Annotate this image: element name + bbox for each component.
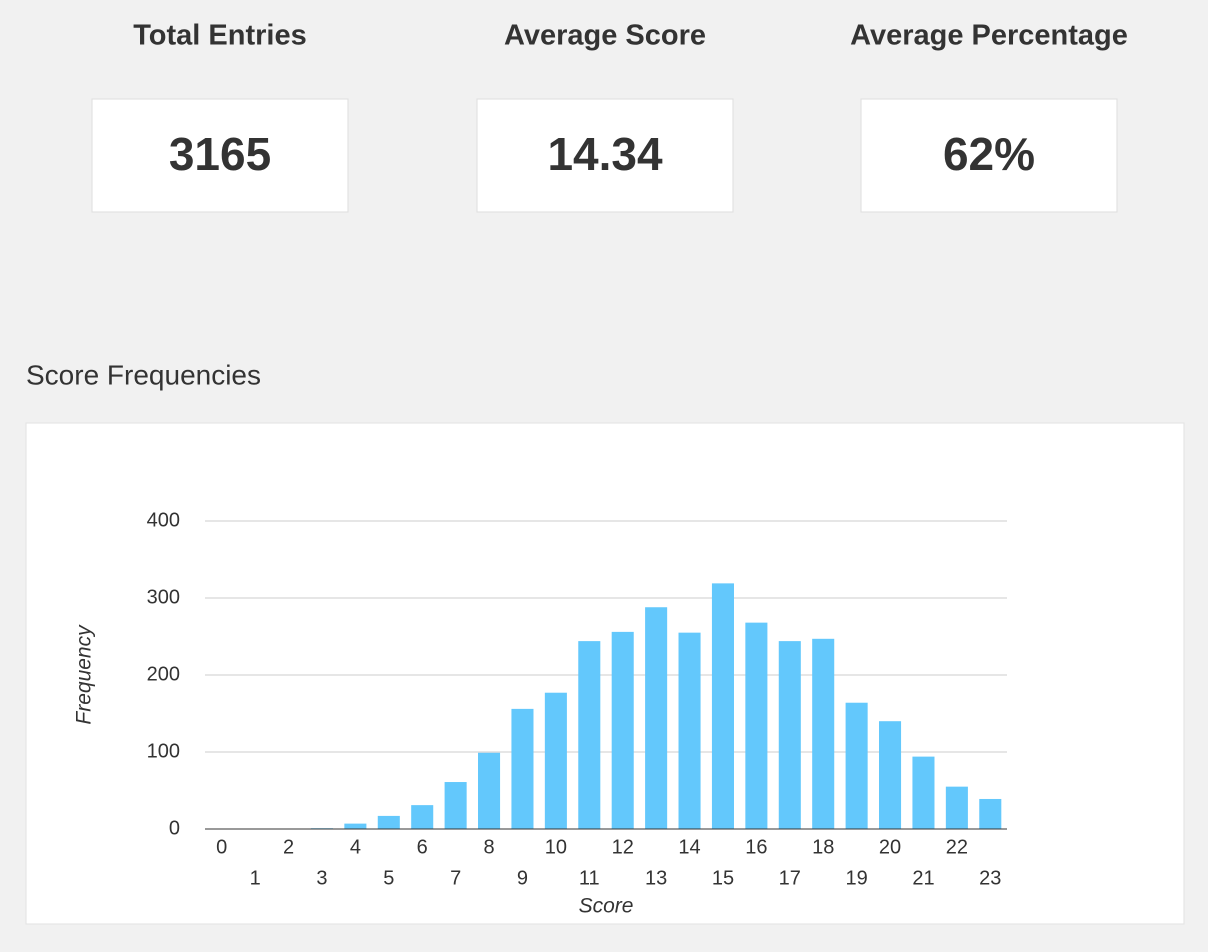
- bar: [778, 641, 801, 829]
- x-tick-label: 7: [450, 867, 461, 889]
- stat-label: Total Entries: [133, 20, 307, 52]
- x-axis-label: Score: [579, 895, 634, 918]
- x-tick-label: 2: [283, 836, 294, 858]
- y-tick-label: 0: [169, 817, 180, 839]
- x-tick-label: 6: [417, 836, 428, 858]
- x-tick-label: 18: [812, 836, 834, 858]
- stat-box: [91, 98, 349, 213]
- bar: [645, 607, 668, 829]
- x-tick-label: 21: [912, 867, 934, 889]
- x-tick-label: 22: [946, 836, 968, 858]
- y-tick-label: 300: [147, 586, 180, 608]
- stat-box: [860, 98, 1118, 213]
- x-tick-label: 23: [979, 867, 1001, 889]
- bar: [444, 782, 467, 829]
- x-tick-label: 12: [612, 836, 634, 858]
- bar: [511, 708, 534, 829]
- x-tick-label: 11: [579, 867, 600, 889]
- bar: [745, 622, 768, 829]
- y-tick-label: 100: [147, 740, 180, 762]
- y-tick-label: 400: [147, 509, 180, 531]
- x-tick-label: 20: [879, 836, 901, 858]
- y-tick-label: 200: [147, 663, 180, 685]
- x-tick-label: 0: [216, 836, 227, 858]
- bar: [344, 823, 367, 829]
- bar: [411, 805, 434, 829]
- x-tick-label: 5: [383, 867, 394, 889]
- x-tick-label: 3: [316, 867, 327, 889]
- bar: [544, 692, 567, 829]
- x-tick-label: 1: [250, 867, 261, 889]
- x-tick-label: 4: [350, 836, 361, 858]
- x-tick-label: 9: [517, 867, 528, 889]
- stat-box: [476, 98, 734, 213]
- bar: [845, 702, 868, 829]
- bar: [711, 583, 734, 829]
- x-tick-label: 15: [712, 867, 734, 889]
- bar: [578, 641, 601, 829]
- bar: [879, 721, 902, 829]
- stat-value: 14.34: [547, 128, 663, 180]
- chart-panel: [25, 422, 1185, 925]
- bar: [912, 756, 935, 829]
- stat-label: Average Score: [504, 20, 706, 52]
- bar: [377, 815, 400, 829]
- chart-title: Score Frequencies: [26, 359, 261, 390]
- x-tick-label: 17: [779, 867, 801, 889]
- bar: [979, 798, 1002, 829]
- bar: [611, 631, 634, 829]
- bar: [478, 752, 501, 829]
- stat-label: Average Percentage: [850, 20, 1128, 52]
- x-tick-label: 19: [846, 867, 868, 889]
- stat-value: 62%: [943, 128, 1035, 180]
- x-tick-label: 14: [678, 836, 700, 858]
- bar: [812, 638, 835, 829]
- x-tick-label: 8: [483, 836, 494, 858]
- y-axis-label: Frequency: [73, 624, 96, 725]
- x-tick-label: 16: [745, 836, 767, 858]
- stat-value: 3165: [169, 128, 271, 180]
- bar: [678, 632, 701, 829]
- x-tick-label: 10: [545, 836, 567, 858]
- bar: [945, 786, 968, 829]
- x-tick-label: 13: [645, 867, 667, 889]
